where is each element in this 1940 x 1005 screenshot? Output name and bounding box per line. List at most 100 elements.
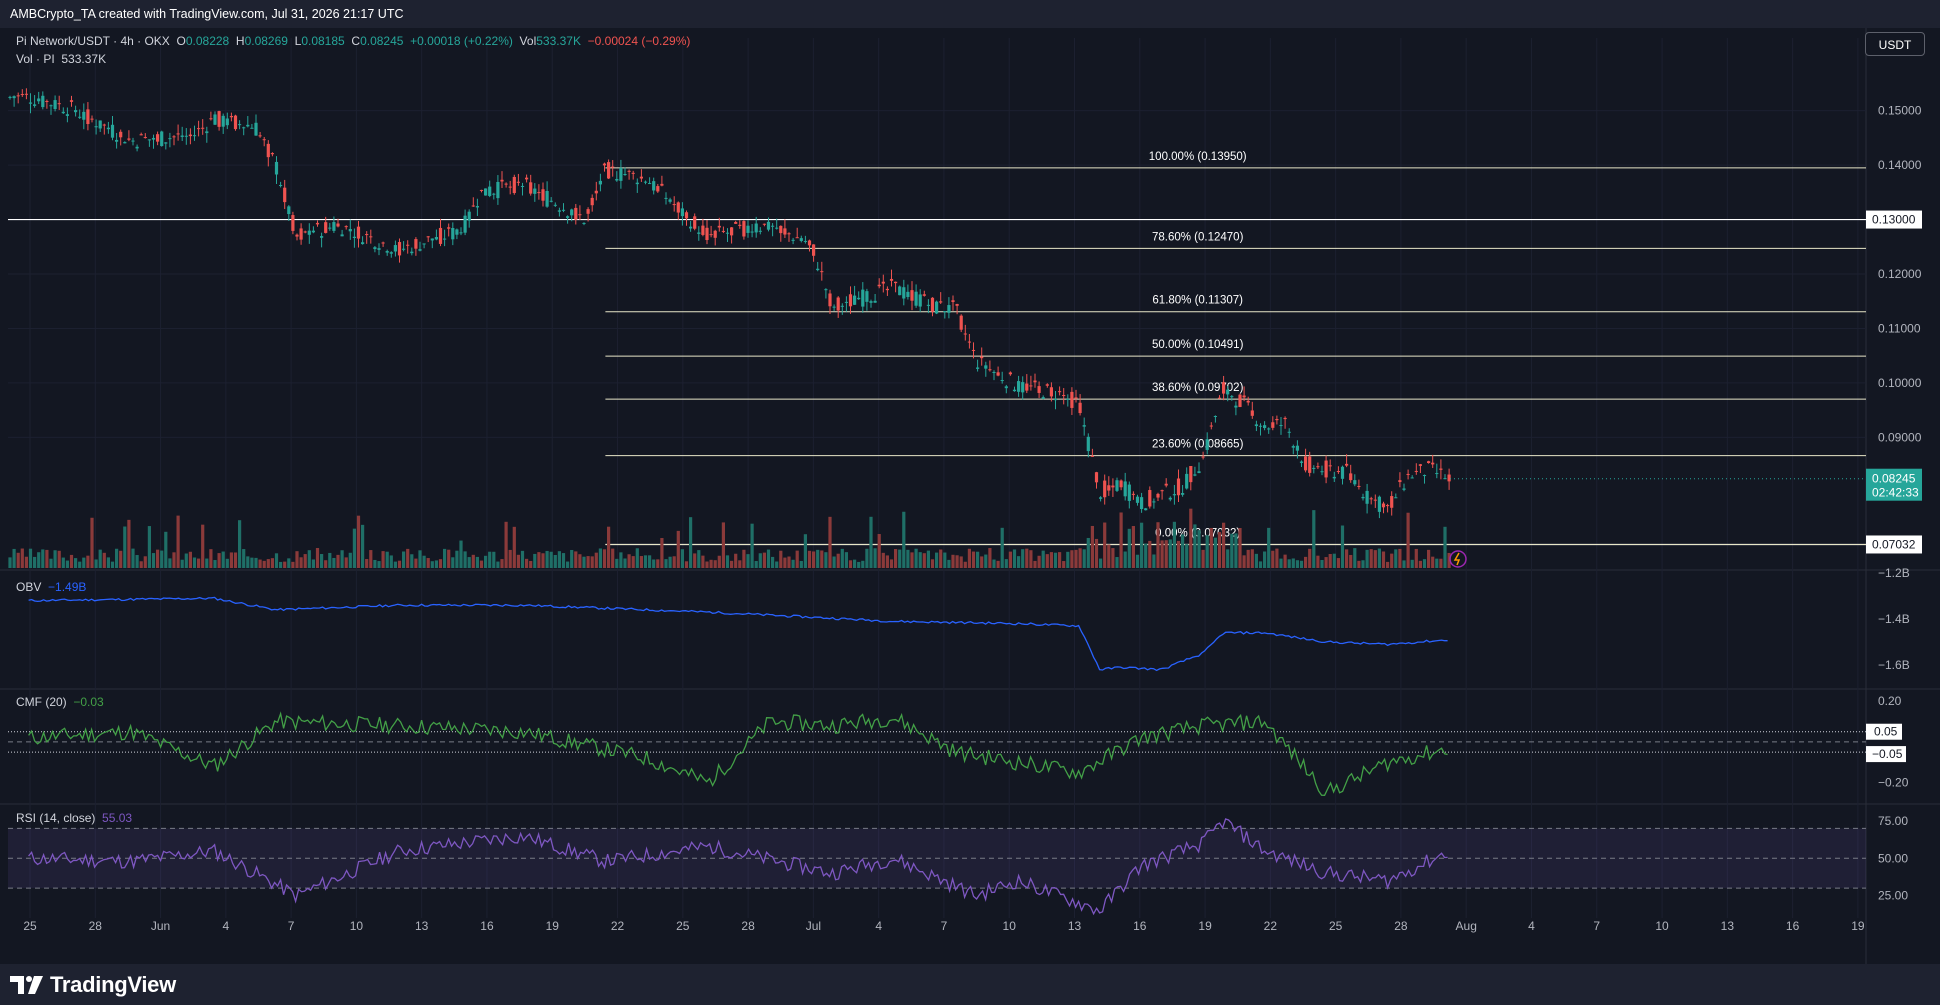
volume-bar [693,553,697,568]
volume-bar [443,548,447,568]
volume-bar [984,554,988,568]
candle-body [496,181,500,199]
candle-body [1320,471,1324,473]
volume-bar [246,556,250,568]
volume-bar [1041,550,1045,568]
volume-bar [1381,551,1386,568]
candle-body [1353,480,1357,485]
candle-body [28,102,33,104]
volume-bar [1439,558,1443,568]
volume-bar [1082,549,1086,568]
volume-bar [643,555,648,568]
fib-level-label: 100.00% (0.13950) [1149,151,1247,163]
volume-bar [652,559,656,568]
volume-bar [1414,548,1418,568]
volume-bar [848,560,853,568]
candle-body [783,228,787,235]
candle-body [270,153,274,155]
candle-body [1090,455,1094,457]
candle-body [668,199,672,202]
price-tick-label: 0.09000 [1878,430,1922,444]
candle-body [742,221,746,237]
candle-body [799,238,803,241]
candle-body [397,242,402,256]
brand-name: TradingView [50,972,176,997]
tradingview-logo[interactable]: TradingView [10,971,176,999]
volume-bar [209,549,213,568]
volume-bar [201,524,205,568]
volume-bar [1066,551,1070,568]
volume-bar [754,561,758,568]
candle-body [250,127,254,129]
volume-bar [65,560,69,568]
time-tick-label: 10 [1655,919,1669,933]
volume-bar [1033,560,1037,568]
volume-bar [1168,539,1172,568]
fib-level-label: 38.60% (0.09702) [1152,382,1244,394]
candle-body [803,240,807,242]
volume-bar [1271,550,1275,568]
candle-body [939,301,943,303]
candle-body [1324,460,1328,478]
volume-bar [971,551,976,568]
volume-bar [315,548,320,568]
candle-body [566,216,570,218]
volume-bar [906,549,910,568]
candle-body [787,233,791,235]
volume-bar [434,560,438,568]
volume-bar [393,561,397,568]
candle-body [369,236,373,238]
close-value: 0.08245 [360,34,404,48]
candle-body [1308,456,1312,473]
candle-body [1287,431,1291,433]
volume-bar [1316,555,1320,568]
candle-body [1107,485,1111,491]
candle-body [430,238,434,241]
candle-body [520,185,525,187]
candle-body [295,234,299,237]
candle-body [1176,478,1181,496]
time-tick-label: 13 [1721,919,1735,933]
candle-body [488,186,492,196]
volume-bar [320,554,324,568]
candle-body [816,268,820,271]
volume-bar [270,558,274,568]
chart-canvas[interactable]: 25 28 Jun 4 7 10 13 16 19 22 25 28 Jul 4 7 10 13 16 19 22 25… [0,28,1940,964]
candle-body [492,193,496,195]
currency-button[interactable]: USDT [1865,32,1925,56]
volume-bar [598,548,602,568]
time-tick-label: 28 [741,919,755,933]
volume-bar [1320,560,1324,568]
volume-bar [1357,560,1361,568]
volume-bar [959,556,963,568]
candle-body [1250,410,1254,416]
candle-body [1295,445,1299,451]
volume-bar [1144,543,1148,568]
volume-bar [869,516,873,568]
time-tick-label: 16 [1133,919,1147,933]
volume-bar [143,556,147,568]
volume-bar [725,555,730,568]
candle-body [172,136,176,138]
candle-body [49,105,53,107]
volume-bar [12,548,16,568]
volume-bar [992,559,996,568]
volume-bar [1037,555,1041,568]
volume-bar [1443,526,1447,568]
volume-bar [250,557,254,568]
candle-body [147,139,151,141]
candle-body [82,111,86,120]
chart-area[interactable]: 25 28 Jun 4 7 10 13 16 19 22 25 28 Jul 4 7 10 13 16 19 22 25… [0,28,1940,964]
volume-bar [967,548,971,568]
volume-bar [566,561,570,568]
candle-body [1447,474,1451,482]
candle-body [541,189,545,201]
volume-bar [1131,526,1135,568]
candle-body [262,139,266,141]
volume-bar [508,549,512,568]
candle-body [652,181,656,191]
footer-bar: TradingView [0,964,1940,1005]
time-tick-label: 7 [1593,919,1600,933]
candle-body [1185,473,1189,489]
volume-bar [389,555,393,568]
